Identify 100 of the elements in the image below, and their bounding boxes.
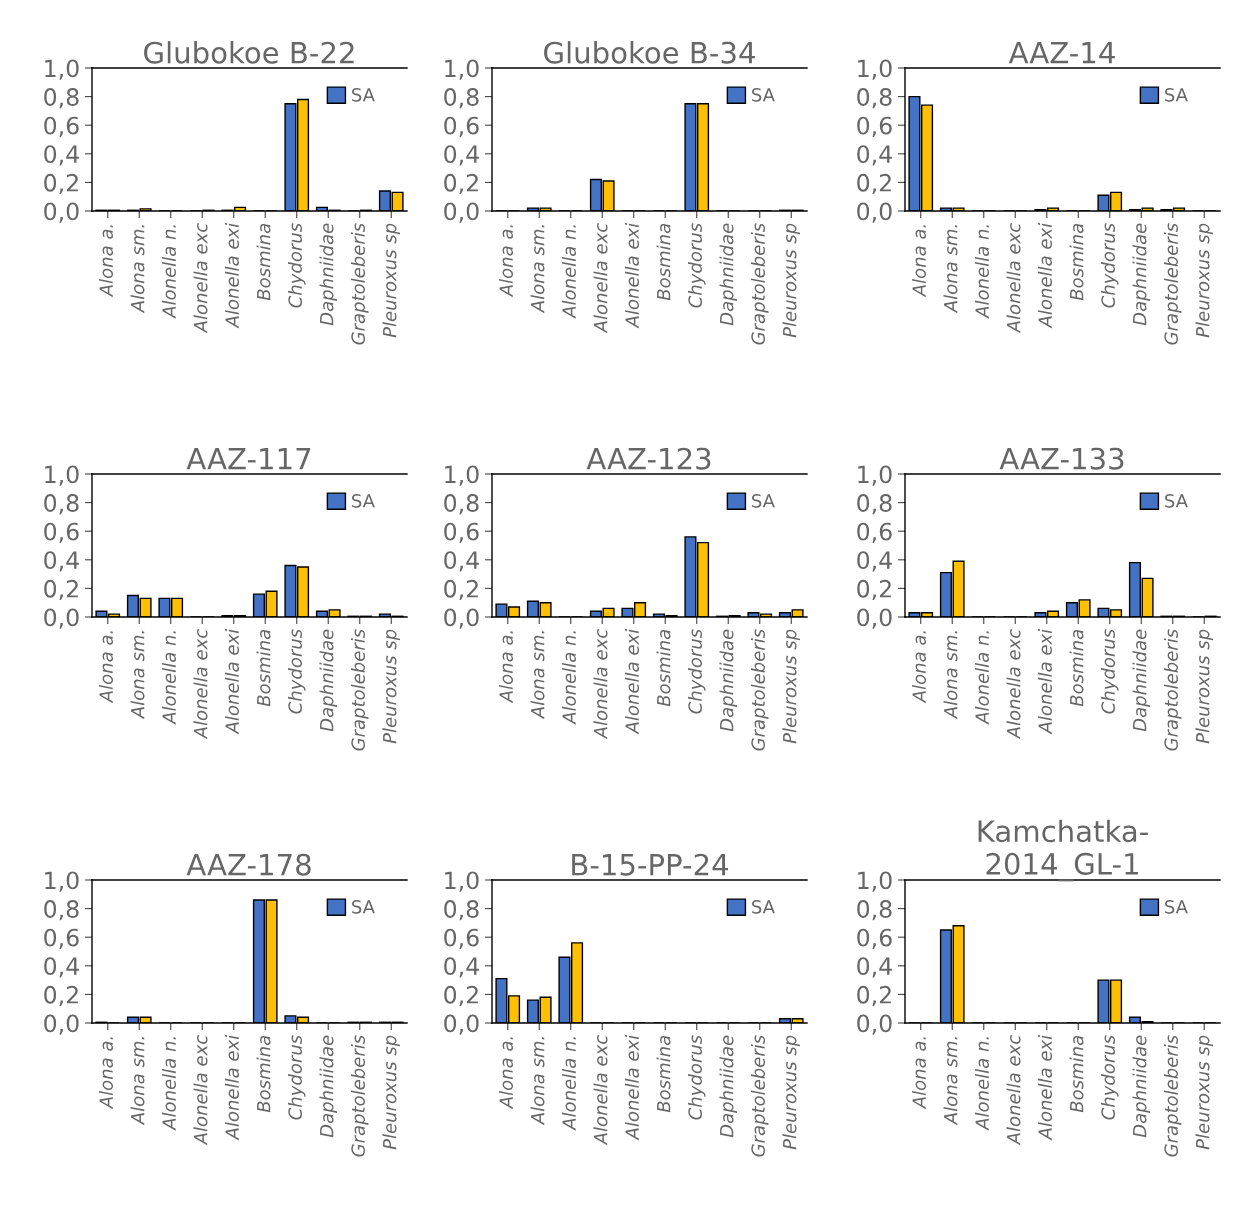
x-tick-label: Alona a. (99, 1037, 113, 1110)
y-tick-label: 0,6 (44, 522, 79, 543)
y-tick-label: 1,0 (445, 465, 479, 486)
x-tick-label: Alonella exi (625, 628, 639, 735)
x-tick-label: Alona sm. (130, 225, 145, 314)
x-tick-label: Alona sm. (130, 631, 145, 720)
y-tick-label: 0,6 (857, 116, 892, 137)
x-tick-label: Pleuroxus sp (382, 629, 400, 744)
y-tick-label: 1,0 (858, 59, 892, 80)
x-tick-label: Bosmina (256, 630, 271, 707)
x-tick-label: Daphniidae (319, 1035, 337, 1138)
y-tick-label: 0,2 (444, 173, 478, 195)
y-tick-label: 0,6 (444, 928, 479, 949)
x-tick-label: Alonella n. (162, 631, 176, 725)
chart-title: AAZ-133 (999, 447, 1124, 470)
x-tick-label: Alonella exc (193, 1035, 208, 1146)
y-tick-label: 0,4 (44, 145, 79, 166)
y-tick-label: 0,2 (44, 173, 78, 195)
x-tick-label: Daphniidae (719, 1035, 737, 1138)
x-tick-label: Alona sm. (943, 631, 958, 720)
x-tick-label: Alonella exc (593, 629, 608, 740)
y-tick-label: 0,6 (44, 928, 79, 949)
x-tick-label: Alona a. (99, 225, 113, 298)
x-tick-label: Alonella exi (225, 628, 239, 735)
x-tick-label: Alonella exc (193, 223, 208, 334)
chart-title: Glubokoe B-34 (544, 41, 755, 64)
y-tick-label: 0,2 (857, 985, 891, 1007)
x-tick-label: Alonella exc (193, 629, 208, 740)
x-tick-label: Pleuroxus sp (1195, 223, 1213, 338)
x-tick-label: Alona a. (499, 225, 513, 298)
y-tick-label: 0,0 (44, 202, 79, 223)
y-tick-label: 0,2 (857, 579, 891, 601)
x-tick-label: Bosmina (656, 224, 671, 301)
y-tick-label: 0,0 (857, 1014, 892, 1035)
x-tick-label: Alonella n. (975, 631, 989, 725)
y-tick-label: 1,0 (45, 871, 79, 892)
legend-label: SA (352, 493, 375, 508)
x-tick-label: Alonella exi (1038, 222, 1052, 329)
x-tick-label: Alonella exi (225, 222, 239, 329)
y-tick-label: 0,2 (44, 985, 78, 1007)
legend-label: SA (352, 899, 375, 914)
y-tick-label: 0,2 (857, 173, 891, 195)
x-tick-label: Bosmina (656, 1035, 671, 1113)
x-tick-label: Pleuroxus sp (782, 223, 800, 338)
x-tick-label: Daphniidae (719, 223, 737, 326)
x-tick-label: Pleuroxus sp (382, 223, 400, 338)
legend-label: SA (1165, 899, 1188, 914)
x-tick-label: Pleuroxus sp (1195, 1035, 1213, 1150)
y-tick-label: 0,0 (857, 202, 892, 223)
chart-title: Kamchatka- 2014_GL-1 (978, 819, 1148, 882)
y-tick-label: 1,0 (858, 871, 892, 892)
x-tick-label: Alona sm. (943, 225, 958, 314)
x-tick-label: Alona sm. (530, 225, 545, 314)
x-tick-label: Bosmina (1069, 224, 1084, 301)
x-tick-label: Alonella n. (975, 1037, 989, 1131)
y-tick-label: 0,0 (444, 202, 479, 223)
x-tick-label: Alonella exc (593, 1035, 608, 1146)
y-tick-label: 0,4 (857, 551, 892, 572)
x-tick-label: Alona sm. (530, 631, 545, 720)
y-tick-label: 0,6 (857, 522, 892, 543)
x-tick-label: Graptoleberis (1164, 223, 1182, 345)
x-tick-label: Alonella n. (562, 631, 576, 725)
x-tick-label: Alona a. (912, 225, 926, 298)
y-tick-label: 1,0 (445, 59, 479, 80)
x-tick-label: Alonella n. (162, 1037, 176, 1131)
y-tick-label: 0,2 (444, 579, 478, 601)
x-tick-label: Chydorus (688, 629, 706, 714)
x-tick-label: Daphniidae (719, 629, 737, 732)
x-tick-label: Alonella n. (975, 225, 989, 319)
x-tick-label: Alona sm. (130, 1037, 145, 1126)
y-tick-label: 0,0 (44, 1014, 79, 1035)
y-tick-label: 0,4 (857, 145, 892, 166)
x-tick-label: Daphniidae (319, 223, 337, 326)
x-tick-label: Chydorus (1101, 1035, 1119, 1120)
x-tick-label: Graptoleberis (751, 629, 769, 751)
x-tick-label: Chydorus (288, 223, 306, 308)
y-tick-label: 0,0 (444, 1014, 479, 1035)
x-tick-label: Graptoleberis (351, 223, 369, 345)
y-tick-label: 0,6 (44, 116, 79, 137)
x-tick-label: Alona a. (499, 631, 513, 704)
x-tick-label: Bosmina (656, 630, 671, 707)
x-tick-label: Daphniidae (319, 629, 337, 732)
y-tick-label: 0,4 (44, 551, 79, 572)
x-tick-label: Alonella exi (1038, 628, 1052, 735)
y-tick-label: 0,8 (44, 88, 79, 109)
x-tick-label: Alonella exi (1038, 1034, 1052, 1141)
x-tick-label: Alonella exc (1006, 1035, 1021, 1146)
x-tick-label: Graptoleberis (1164, 629, 1182, 751)
chart-title: AAZ-14 (1008, 42, 1115, 64)
x-tick-label: Chydorus (1101, 629, 1119, 714)
x-tick-label: Daphniidae (1132, 1035, 1150, 1138)
chart-title: AAZ-117 (186, 448, 311, 470)
legend-label: SA (1165, 87, 1188, 102)
legend-label: SA (752, 87, 775, 102)
x-tick-label: Daphniidae (1132, 629, 1150, 732)
legend-label: SA (752, 493, 775, 508)
y-tick-label: 0,8 (857, 494, 892, 515)
chart-title: Glubokoe B-22 (144, 41, 354, 64)
y-tick-label: 1,0 (445, 871, 479, 892)
y-tick-label: 0,2 (44, 579, 78, 601)
